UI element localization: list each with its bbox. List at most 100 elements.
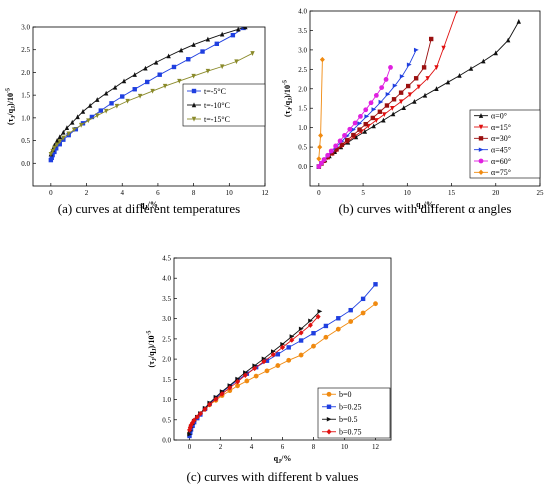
data-point [298,330,304,336]
x-tick-label: 6 [156,189,160,197]
data-point [363,121,368,127]
x-tick-label: 8 [312,443,316,451]
data-point [153,59,159,65]
y-tick-label: 3.0 [21,24,30,32]
data-point [348,319,354,324]
data-point [351,127,356,132]
y-tick-label: 2.5 [298,66,307,74]
data-point [242,372,248,378]
y-tick-label: 0.5 [21,137,30,145]
data-point [252,365,258,372]
data-point [271,349,276,354]
data-point [243,370,248,375]
chart-panel-3: 0 2 4 6 8 10 12 0.0 0.5 1.0 1.5 2.0 2.5 3.0 3.5 4.0 4.5 q… [147,255,392,484]
x-tick-label: 2 [219,443,223,451]
data-point [187,432,193,437]
data-point [323,323,329,329]
y-tick-label: 1.5 [162,376,171,384]
data-point [334,147,339,152]
data-point [250,51,255,56]
legend-label: t=-10°C [204,101,230,110]
data-point [89,114,95,120]
data-point [337,138,343,144]
data-point [171,64,177,70]
data-point [80,108,86,114]
data-point [50,152,55,158]
x-tick-label: 25 [537,189,545,197]
data-point [244,378,250,384]
data-point [382,112,387,118]
y-tick-label: 2.0 [21,69,30,77]
legend: b=0 b=0.25 b=0.5 b=0.75 [317,387,391,439]
data-point [398,99,404,105]
data-point [103,108,109,114]
data-point [328,148,334,154]
data-point [243,27,248,30]
data-point [317,309,323,314]
data-point [261,358,267,365]
data-point [98,108,104,113]
data-point [187,433,192,439]
data-point [335,326,341,332]
data-point [336,316,341,321]
data-point [121,78,127,84]
data-point [280,344,285,351]
data-point [378,99,384,105]
data-point [357,127,362,132]
data-point [109,101,114,106]
data-point [321,157,327,162]
data-point [71,127,77,133]
series-75 [316,56,325,162]
data-point [425,76,430,81]
data-point [413,76,419,81]
data-point [399,74,405,79]
data-point [235,379,241,385]
data-point [360,296,366,302]
data-point [86,118,91,124]
x-tick-label: 4 [120,189,124,197]
legend: α=0° α=15° α=30° α=45° α=60° α=75° [469,109,541,179]
data-point [481,58,486,64]
data-point [48,157,54,163]
y-tick-label: 3.0 [298,46,307,54]
data-point [344,137,350,143]
data-point [70,119,75,125]
y-tick-label: 0.0 [162,437,171,445]
y-tick-label: 1.5 [298,105,307,113]
data-point [275,352,281,357]
y-tick-label: 0.0 [21,160,30,168]
data-point [428,36,434,42]
data-point [54,137,60,143]
data-point [374,118,379,123]
x-tick-label: 0 [188,443,192,451]
data-point [407,92,413,98]
data-point [200,49,205,54]
y-tick-label: 1.0 [298,124,307,132]
data-point [64,125,70,131]
legend-marker [191,102,197,108]
data-point [368,100,374,106]
data-point [230,32,236,38]
legend-label: t=-5°C [204,87,226,96]
data-point [315,313,321,320]
data-point [261,356,267,361]
chart-panel-2: 0 5 10 15 20 25 0.0 0.5 1.0 1.5 2.0 2.5 3.0 3.5 4.0 qJ​… [283,8,545,217]
data-point [178,47,184,53]
data-point [352,120,358,126]
data-point [61,135,66,141]
legend-label: α=75° [491,168,511,177]
data-point [219,31,225,37]
data-point [214,41,220,47]
legend-label: α=45° [491,145,511,154]
data-point [205,68,211,74]
data-point [441,45,446,51]
series-60 [316,64,393,169]
y-tick-label: 0.5 [162,416,171,424]
data-point [434,65,439,70]
data-point [318,132,324,139]
legend-marker [478,158,484,164]
data-point [362,128,368,134]
data-point [317,144,323,150]
plot-frame [309,10,541,187]
data-point [298,338,304,343]
